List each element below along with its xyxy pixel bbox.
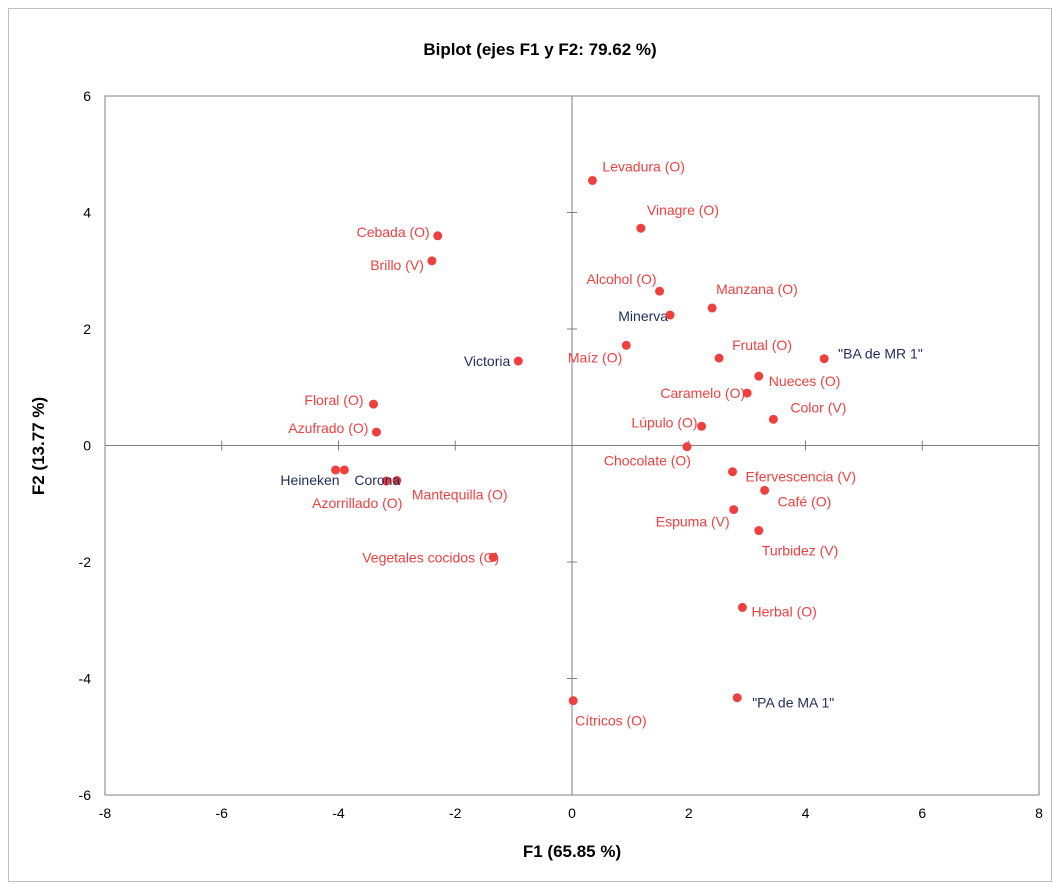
observation-point [665, 310, 675, 320]
observation-label: "PA de MA 1" [752, 695, 834, 711]
observation-label: "BA de MR 1" [838, 346, 923, 362]
variable-point [760, 485, 770, 495]
variable-label: Turbidez (V) [762, 543, 839, 559]
variable-point [655, 286, 665, 296]
observation-point [339, 465, 349, 475]
x-tick-label: -6 [216, 805, 229, 821]
variable-label: Floral (O) [304, 392, 363, 408]
variable-point [729, 505, 739, 515]
variable-point [754, 526, 764, 536]
variable-label: Chocolate (O) [604, 453, 691, 469]
variable-label: Cítricos (O) [575, 713, 647, 729]
axis-ticks: -8 -6 -4 -2 0 2 4 6 8 -6 -4 -2 0 2 4 6 [79, 88, 1044, 821]
data-points: Levadura (O) Vinagre (O) Cebada (O) Brillo … [280, 158, 922, 728]
observation-point [513, 356, 523, 366]
variable-point [381, 476, 391, 486]
variable-label: Mantequilla (O) [412, 486, 508, 502]
variable-label: Café (O) [778, 493, 832, 509]
variable-label: Cebada (O) [357, 224, 430, 240]
variable-label: Caramelo (O) [660, 385, 745, 401]
variable-point [369, 399, 379, 409]
x-tick-label: 2 [685, 805, 693, 821]
variable-point [768, 414, 778, 424]
chart-title: Biplot (ejes F1 y F2: 79.62 %) [423, 40, 656, 59]
variable-label: Efervescencia (V) [746, 469, 856, 485]
variable-point [697, 421, 707, 431]
variable-label: Brillo (V) [370, 257, 424, 273]
variable-point [371, 427, 381, 437]
x-axis-title: F1 (65.85 %) [523, 842, 621, 861]
variable-point [754, 371, 764, 381]
variable-point [737, 602, 747, 612]
variable-label: Frutal (O) [732, 337, 792, 353]
chart-frame [8, 8, 1052, 882]
variable-point [488, 552, 498, 562]
variable-label: Azorrillado (O) [312, 495, 402, 511]
variable-point [682, 442, 692, 452]
variable-label: Alcohol (O) [587, 271, 657, 287]
variable-label: Lúpulo (O) [631, 414, 697, 430]
variable-point [636, 223, 646, 233]
variable-label: Espuma (V) [656, 514, 730, 530]
variable-point [427, 256, 437, 266]
variable-label: Azufrado (O) [288, 420, 368, 436]
x-tick-label: 4 [802, 805, 810, 821]
y-tick-label: 4 [83, 205, 91, 221]
variable-label: Vegetales cocidos (O) [362, 549, 499, 565]
y-tick-label: 2 [83, 321, 91, 337]
observation-point [732, 693, 742, 703]
variable-point [568, 696, 578, 706]
variable-point [392, 475, 402, 485]
variable-point [714, 353, 724, 363]
variable-point [707, 303, 717, 313]
variable-label: Color (V) [790, 399, 846, 415]
observation-label: Victoria [464, 353, 511, 369]
variable-label: Levadura (O) [602, 158, 684, 174]
y-tick-label: 6 [83, 88, 91, 104]
variable-label: Nueces (O) [769, 373, 841, 389]
variable-point [621, 340, 631, 350]
observation-point [819, 354, 829, 364]
y-axis-title: F2 (13.77 %) [29, 397, 48, 495]
observation-label: Corona [354, 472, 400, 488]
x-tick-label: 8 [1035, 805, 1043, 821]
observation-label: Minerva [618, 308, 668, 324]
x-tick-label: -8 [99, 805, 112, 821]
y-tick-label: -6 [79, 787, 92, 803]
variable-label: Maíz (O) [568, 349, 622, 365]
variable-point [742, 388, 752, 398]
observation-point [331, 465, 341, 475]
y-tick-label: 0 [83, 438, 91, 454]
variable-point [587, 175, 597, 185]
y-tick-label: -2 [79, 554, 92, 570]
x-tick-label: 0 [568, 805, 576, 821]
observation-label: Heineken [280, 472, 339, 488]
variable-label: Vinagre (O) [647, 202, 719, 218]
variable-label: Herbal (O) [751, 603, 816, 619]
x-tick-label: 6 [918, 805, 926, 821]
x-tick-label: -2 [449, 805, 462, 821]
y-tick-label: -4 [79, 671, 92, 687]
variable-point [728, 467, 738, 477]
variable-label: Manzana (O) [716, 281, 798, 297]
variable-point [433, 231, 443, 241]
x-tick-label: -4 [332, 805, 345, 821]
